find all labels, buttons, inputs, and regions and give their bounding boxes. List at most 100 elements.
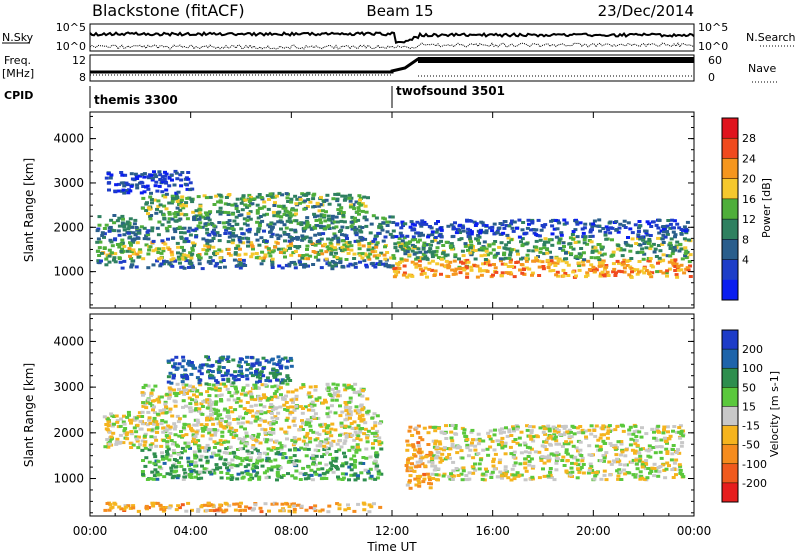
power-data-cell	[107, 226, 112, 230]
power-data-cell	[181, 203, 186, 206]
velocity-data-cell	[172, 391, 177, 395]
power-data-cell	[430, 268, 435, 272]
power-data-cell	[110, 244, 115, 248]
power-data-cell	[469, 268, 474, 272]
velocity-data-cell	[344, 433, 349, 437]
power-data-cell	[355, 210, 359, 214]
power-data-cell	[549, 259, 554, 263]
velocity-data-cell	[500, 476, 504, 480]
power-data-cell	[555, 270, 560, 274]
power-data-cell	[617, 269, 622, 273]
velocity-data-cell	[371, 442, 375, 446]
power-data-cell	[538, 238, 543, 242]
velocity-data-cell	[193, 435, 198, 439]
velocity-data-cell	[530, 477, 535, 481]
velocity-data-cell	[225, 369, 230, 373]
power-data-cell	[401, 224, 405, 227]
power-data-cell	[237, 236, 242, 239]
velocity-data-cell	[320, 467, 325, 471]
velocity-data-cell	[434, 473, 439, 477]
power-data-cell	[408, 225, 413, 229]
velocity-data-cell	[236, 364, 241, 368]
velocity-data-cell	[589, 465, 594, 469]
velocity-data-cell	[492, 448, 497, 452]
power-data-cell	[333, 234, 338, 238]
power-data-cell	[660, 259, 665, 263]
power-data-cell	[469, 219, 474, 223]
velocity-data-cell	[193, 442, 197, 446]
power-data-cell	[468, 237, 473, 241]
power-data-cell	[217, 239, 222, 243]
velocity-data-cell	[447, 475, 452, 479]
velocity-data-cell	[578, 425, 583, 428]
velocity-data-cell	[289, 405, 294, 409]
velocity-data-cell	[426, 443, 431, 446]
velocity-data-cell	[343, 472, 348, 476]
velocity-data-cell	[330, 422, 335, 426]
power-data-cell	[209, 222, 214, 225]
velocity-data-cell	[360, 394, 365, 398]
velocity-data-cell	[239, 392, 244, 396]
power-data-cell	[492, 255, 497, 259]
velocity-data-cell	[110, 414, 115, 418]
power-data-cell	[518, 268, 522, 272]
velocity-data-cell	[476, 452, 481, 456]
velocity-data-cell	[644, 432, 649, 436]
velocity-data-cell	[640, 465, 645, 469]
power-data-cell	[148, 217, 153, 221]
velocity-data-cell	[117, 505, 122, 509]
power-data-cell	[566, 263, 571, 267]
velocity-data-cell	[200, 426, 205, 430]
velocity-data-cell	[602, 456, 607, 460]
power-data-cell	[364, 263, 369, 267]
power-data-cell	[379, 226, 384, 230]
velocity-data-cell	[277, 372, 282, 376]
velocity-data-cell	[235, 502, 240, 506]
velocity-data-cell	[662, 436, 667, 440]
power-data-cell	[401, 273, 406, 277]
power-data-cell	[308, 200, 313, 204]
power-data-cell	[249, 255, 254, 259]
velocity-data-cell	[544, 440, 549, 444]
power-data-cell	[403, 249, 408, 253]
velocity-data-cell	[555, 451, 560, 455]
velocity-data-cell	[370, 431, 375, 435]
power-data-cell	[545, 258, 550, 262]
power-data-cell	[326, 237, 331, 241]
velocity-data-cell	[255, 415, 260, 419]
velocity-data-cell	[168, 390, 173, 394]
velocity-data-cell	[128, 506, 133, 510]
power-data-cell	[255, 211, 260, 215]
velocity-data-cell	[339, 445, 344, 449]
velocity-data-cell	[219, 442, 224, 446]
power-data-cell	[402, 271, 407, 275]
velocity-data-cell	[294, 404, 299, 408]
velocity-data-cell	[255, 358, 260, 362]
velocity-data-cell	[181, 359, 186, 363]
power-data-cell	[371, 214, 376, 218]
velocity-data-cell	[405, 483, 410, 487]
power-data-cell	[604, 264, 609, 267]
power-data-cell	[437, 234, 442, 238]
power-data-cell	[594, 249, 599, 253]
velocity-data-cell	[286, 472, 290, 476]
velocity-data-cell	[563, 431, 568, 435]
power-data-cell	[194, 209, 199, 213]
velocity-data-cell	[219, 419, 224, 422]
velocity-data-cell	[483, 473, 488, 477]
nsky-label: N.Sky	[2, 31, 34, 44]
power-data-cell	[214, 194, 219, 198]
velocity-data-cell	[161, 509, 166, 513]
power-data-cell	[599, 247, 604, 251]
power-data-cell	[113, 260, 118, 264]
power-data-cell	[655, 270, 660, 274]
power-data-cell	[260, 250, 265, 254]
velocity-data-cell	[163, 402, 168, 406]
velocity-data-cell	[192, 393, 196, 397]
x-tick-label: 16:00	[475, 524, 510, 538]
power-data-cell	[366, 255, 371, 259]
power-data-cell	[659, 229, 664, 233]
velocity-data-cell	[564, 440, 569, 444]
velocity-data-cell	[413, 448, 417, 452]
velocity-data-cell	[503, 441, 508, 445]
